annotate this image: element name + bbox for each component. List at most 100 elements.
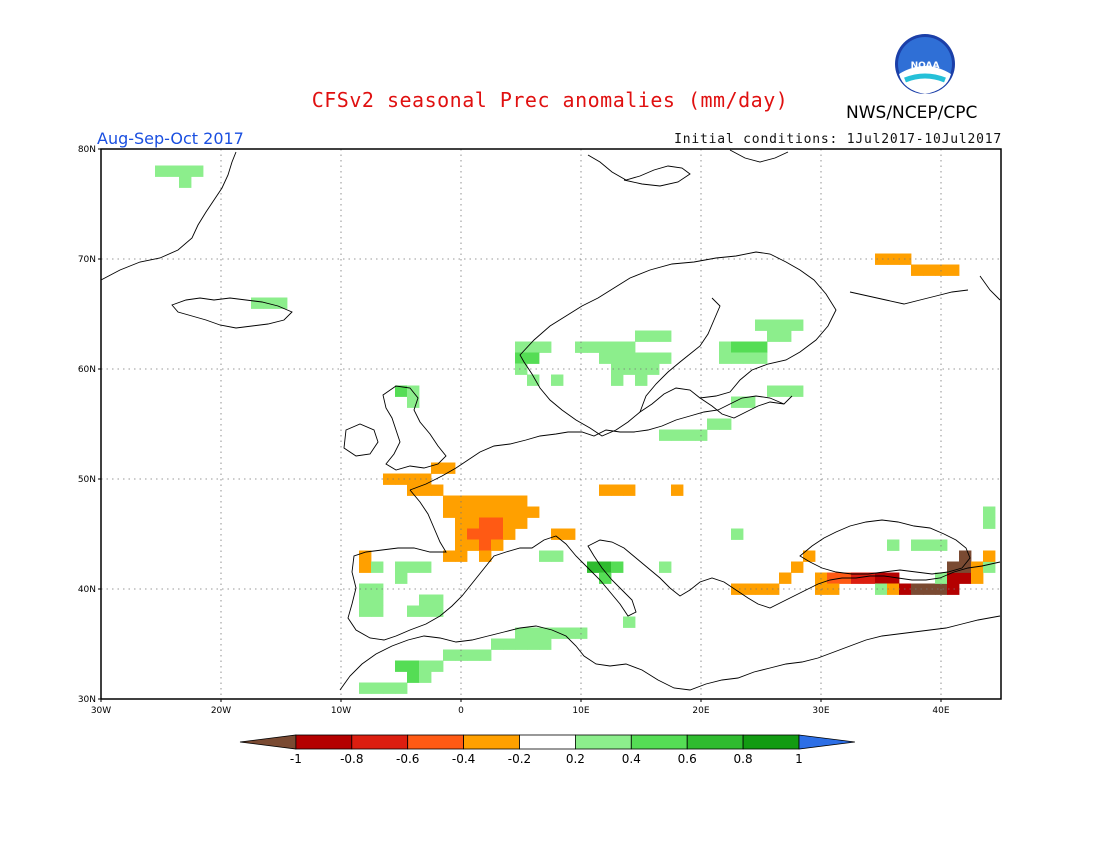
anomaly-cell [611, 484, 624, 496]
anomaly-cell [803, 550, 816, 562]
anomaly-cell [875, 583, 888, 595]
anomaly-cell [743, 341, 756, 353]
colorbar-segment [742, 734, 800, 750]
anomaly-cell [503, 638, 516, 650]
y-tick-label: 50N [78, 475, 96, 485]
anomaly-cell [503, 528, 516, 540]
anomaly-cell [563, 528, 576, 540]
anomaly-cell [719, 418, 732, 430]
anomaly-cell [527, 374, 540, 386]
anomaly-cell [371, 682, 384, 694]
anomaly-cell [947, 561, 960, 573]
anomaly-cell [779, 330, 792, 342]
anomaly-cell [611, 561, 624, 573]
anomaly-cell [635, 330, 648, 342]
anomaly-cell [587, 341, 600, 353]
anomaly-cell [659, 561, 672, 573]
season-label: Aug-Sep-Oct 2017 [97, 129, 244, 148]
y-tick-label: 30N [78, 695, 96, 705]
anomaly-cell [887, 539, 900, 551]
anomaly-cell [443, 649, 456, 661]
anomaly-cell [683, 429, 696, 441]
colorbar-segment [686, 734, 744, 750]
anomaly-cell [515, 495, 528, 507]
anomaly-cell [263, 297, 276, 309]
anomaly-cell [671, 484, 684, 496]
y-tick-label: 60N [78, 365, 96, 375]
anomaly-cell [431, 605, 444, 617]
anomaly-cell [947, 583, 960, 595]
anomaly-cell [911, 583, 924, 595]
anomaly-cell [779, 385, 792, 397]
anomaly-cell [503, 495, 516, 507]
noaa-logo-text: NOAA [911, 61, 940, 71]
x-tick-label: 20E [692, 706, 709, 716]
anomaly-cell [923, 583, 936, 595]
anomaly-cell [479, 495, 492, 507]
anomaly-cell [359, 561, 372, 573]
anomaly-cell [755, 319, 768, 331]
colorbar: -1 -0.8 -0.6 -0.4 -0.2 0.2 0.4 0.6 0.8 1 [239, 734, 855, 766]
anomaly-cell [599, 484, 612, 496]
anomaly-cell [527, 638, 540, 650]
anomaly-cell [395, 660, 408, 672]
anomaly-cell [431, 484, 444, 496]
anomaly-cell [671, 429, 684, 441]
anomaly-cell [719, 341, 732, 353]
anomaly-cell [551, 374, 564, 386]
anomaly-cell [863, 572, 876, 584]
map-frame [100, 148, 1002, 700]
anomaly-cell [275, 297, 288, 309]
anomaly-cell [743, 583, 756, 595]
anomaly-cell [599, 561, 612, 573]
anomaly-cell [503, 517, 516, 529]
anomaly-cell [395, 682, 408, 694]
anomaly-cell [167, 165, 180, 177]
colorbar-segment [519, 734, 576, 750]
anomaly-cell [407, 484, 420, 496]
anomaly-cell [731, 396, 744, 408]
anomaly-cell [419, 473, 432, 485]
colorbar-label: 0.8 [734, 752, 753, 766]
anomaly-cell [791, 561, 804, 573]
anomaly-cell [971, 572, 984, 584]
x-tick-label: 10E [572, 706, 589, 716]
colorbar-label: -0.6 [396, 752, 419, 766]
anomaly-cell [539, 341, 552, 353]
grid-lines [101, 149, 1001, 699]
map-title: CFSv2 seasonal Prec anomalies (mm/day) [311, 88, 789, 112]
anomaly-cell [983, 506, 996, 518]
anomaly-cell [731, 528, 744, 540]
anomaly-cell [599, 341, 612, 353]
anomaly-cell [395, 561, 408, 573]
anomaly-cell [407, 605, 420, 617]
anomaly-cell [407, 396, 420, 408]
anomaly-cell [155, 165, 168, 177]
anomaly-cell [611, 341, 624, 353]
anomaly-cell [359, 682, 372, 694]
anomaly-cell [755, 341, 768, 353]
anomaly-cell [599, 352, 612, 364]
anomaly-cell [419, 594, 432, 606]
anomaly-cell [443, 506, 456, 518]
anomaly-cell [767, 319, 780, 331]
anomaly-cell [515, 517, 528, 529]
anomaly-cell [743, 396, 756, 408]
anomaly-cell [659, 352, 672, 364]
anomaly-cell [527, 352, 540, 364]
anomaly-cell [419, 605, 432, 617]
anomaly-cell [359, 550, 372, 562]
x-tick-label: 40E [932, 706, 949, 716]
y-tick-label: 80N [78, 145, 96, 155]
anomaly-cell [479, 506, 492, 518]
anomaly-cell [587, 561, 600, 573]
colorbar-label: 0.2 [566, 752, 585, 766]
anomaly-cell [479, 528, 492, 540]
anomaly-cell [623, 484, 636, 496]
anomaly-cell [251, 297, 264, 309]
anomaly-cell [911, 539, 924, 551]
anomaly-cell [539, 627, 552, 639]
coastlines [100, 149, 1001, 691]
anomaly-cell [179, 176, 192, 188]
